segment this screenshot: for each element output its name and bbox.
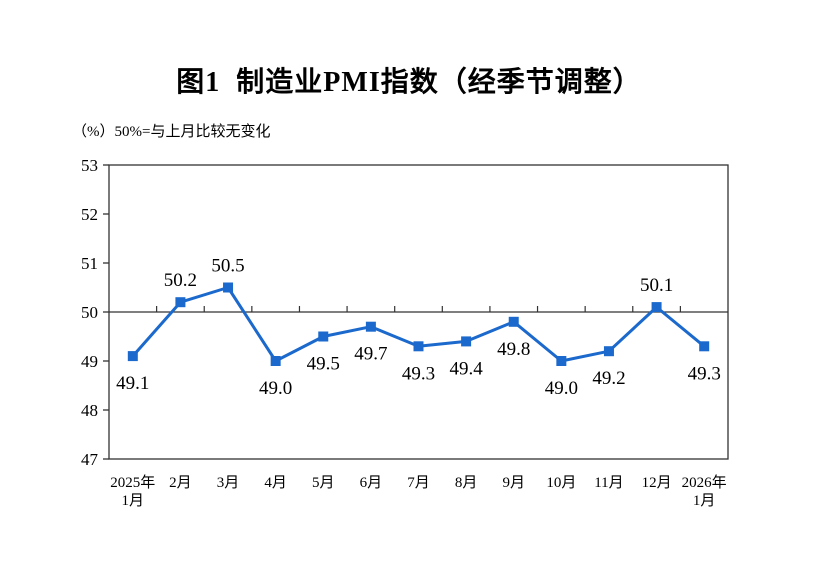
data-point-label: 49.5 [307,354,340,375]
data-point-marker [508,316,519,327]
x-axis-category-label: 2026年 1月 [682,474,727,509]
x-axis-category-label: 5月 [312,475,335,491]
data-point-marker [127,351,138,362]
data-point-marker [413,341,424,352]
y-axis-tick-label: 52 [81,205,98,224]
x-axis-category-label: 12月 [642,475,672,491]
data-point-marker [223,282,234,293]
data-point-label: 49.4 [449,358,483,379]
data-point-marker [603,346,614,357]
y-axis-tick-label: 51 [81,254,98,273]
data-point-marker [365,321,376,332]
data-point-marker [270,356,281,366]
data-point-label: 49.7 [354,344,387,365]
chart-unit-note: （%）50%=与上月比较无变化 [72,124,271,140]
data-point-label: 49.0 [545,378,578,399]
x-axis-category-label: 4月 [264,475,287,491]
data-point-marker [651,302,662,313]
x-axis-category-label: 2025年 1月 [110,474,155,509]
data-point-marker [318,331,329,342]
data-point-label: 50.5 [211,256,244,277]
y-axis-tick-label: 49 [81,352,98,371]
y-axis-tick-label: 47 [81,450,99,469]
data-point-label: 49.1 [116,373,149,394]
x-axis-category-label: 6月 [360,475,383,491]
chart-title: 图1 制造业PMI指数（经季节调整） [176,67,642,98]
y-axis-tick-label: 48 [81,401,98,420]
y-axis-tick-label: 53 [81,156,98,175]
data-point-label: 49.3 [402,363,435,384]
data-point-marker [461,336,472,347]
data-point-label: 49.2 [592,368,625,389]
data-point-marker [175,297,186,308]
data-point-label: 50.1 [640,275,673,296]
x-axis-category-label: 11月 [594,475,623,491]
data-point-label: 49.0 [259,378,292,399]
x-axis-category-label: 7月 [407,475,430,491]
data-point-label: 49.8 [497,339,530,360]
x-axis-category-label: 2月 [169,475,192,491]
y-axis-tick-label: 50 [81,303,98,322]
data-point-marker [556,356,567,366]
x-axis-category-label: 9月 [502,475,525,491]
x-axis-category-label: 10月 [546,475,576,491]
x-axis-category-label: 8月 [455,475,478,491]
data-point-label: 49.3 [688,363,721,384]
data-point-label: 50.2 [164,270,197,291]
data-point-marker [699,341,710,352]
x-axis-category-label: 3月 [217,475,240,491]
